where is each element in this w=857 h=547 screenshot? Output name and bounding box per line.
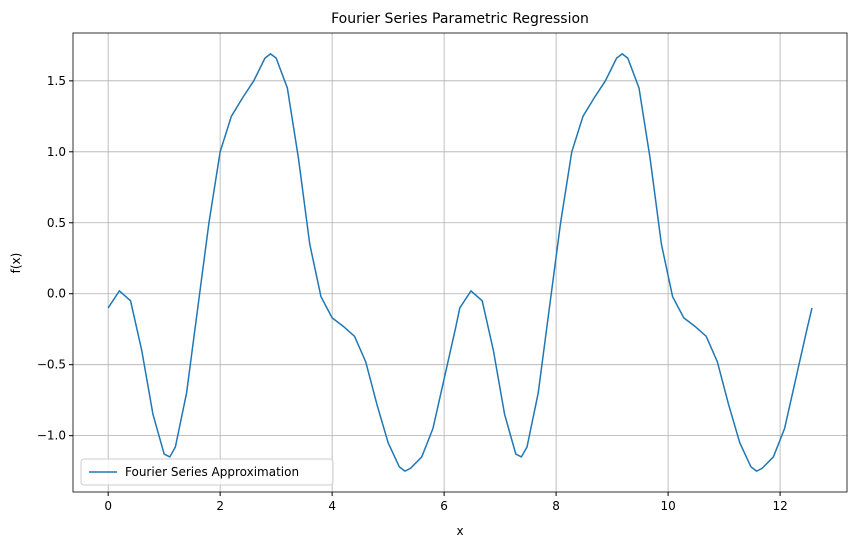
legend: Fourier Series Approximation [80, 458, 334, 486]
x-tick-label: 2 [216, 499, 224, 513]
y-axis-label: f(x) [9, 253, 23, 274]
chart-title: Fourier Series Parametric Regression [331, 11, 589, 27]
x-tick-label: 10 [660, 499, 675, 513]
x-tick-label: 4 [328, 499, 336, 513]
line-series [107, 52, 813, 473]
y-tick-label: 0.5 [47, 216, 66, 230]
y-tick-label: 0.0 [47, 287, 66, 301]
legend-label: Fourier Series Approximation [125, 465, 299, 479]
x-tick-label: 12 [772, 499, 787, 513]
y-tick-label: −1.0 [37, 429, 66, 443]
x-tick-label: 8 [552, 499, 560, 513]
x-axis-label: x [456, 524, 463, 538]
y-tick-label: −0.5 [37, 358, 66, 372]
plot-frame [72, 32, 848, 493]
x-tick-label: 0 [104, 499, 112, 513]
x-tick-label: 6 [440, 499, 448, 513]
y-tick-label: 1.0 [47, 145, 66, 159]
legend-box [80, 458, 334, 486]
y-tick-label: 1.5 [47, 74, 66, 88]
